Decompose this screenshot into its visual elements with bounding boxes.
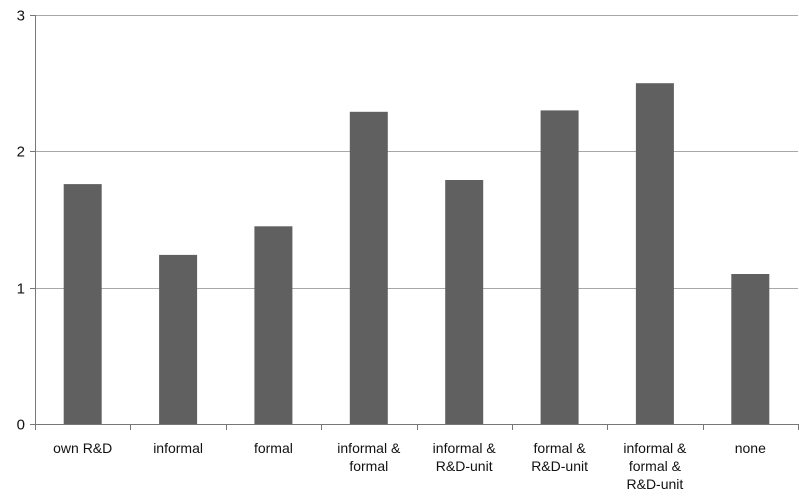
x-category-label-line: R&D-unit: [436, 458, 493, 474]
x-category-label-line: informal &: [623, 440, 687, 456]
bar: [63, 184, 102, 424]
x-category-label: informal & R&D-unit: [433, 440, 497, 474]
x-category-label-line: formal: [254, 440, 293, 456]
bar: [635, 83, 674, 424]
x-category-label: informal & formal & R&D-unit: [623, 440, 687, 492]
y-tick-label: 0: [17, 417, 25, 434]
x-category-label-line: own R&D: [53, 440, 112, 456]
bar: [445, 180, 484, 424]
x-category-label-line: formal &: [629, 458, 682, 474]
x-category-label-line: none: [735, 440, 766, 456]
y-tick-label: 1: [17, 281, 25, 298]
x-category-label-line: R&D-unit: [531, 458, 588, 474]
bar: [540, 110, 579, 425]
x-category-label: formal: [254, 440, 293, 456]
bar: [254, 226, 293, 424]
x-category-label: informal & formal: [337, 440, 401, 474]
y-tick-labels: 0 1 2 3: [17, 8, 25, 434]
x-category-label-line: informal &: [433, 440, 497, 456]
axes: [30, 15, 799, 430]
y-tick-label: 2: [17, 144, 25, 161]
x-category-label-line: formal &: [534, 440, 587, 456]
x-category-label-line: informal &: [337, 440, 401, 456]
bars: [63, 83, 770, 425]
bar: [731, 274, 770, 424]
x-category-label-line: informal: [153, 440, 203, 456]
bar: [349, 111, 388, 425]
gridlines: [35, 15, 798, 289]
category-labels: own R&D informal formal informal & formalinf…: [53, 440, 766, 492]
x-category-label-line: formal: [349, 458, 388, 474]
x-category-label: none: [735, 440, 766, 456]
x-category-label-line: R&D-unit: [627, 476, 684, 492]
x-category-label: informal: [153, 440, 203, 456]
bar: [159, 254, 198, 424]
y-tick-label: 3: [17, 8, 25, 25]
x-category-label: own R&D: [53, 440, 112, 456]
x-category-label: formal & R&D-unit: [531, 440, 588, 474]
